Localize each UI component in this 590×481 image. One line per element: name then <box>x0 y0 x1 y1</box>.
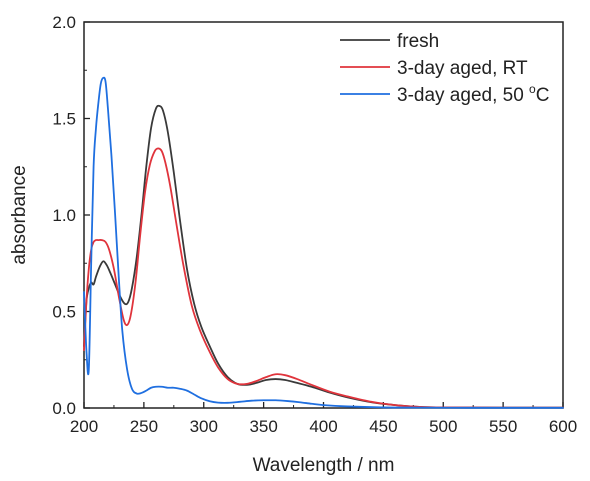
x-tick-label: 450 <box>369 417 397 436</box>
series-line-2 <box>83 147 564 409</box>
y-tick-label: 1.0 <box>52 206 76 225</box>
legend-label-3: 3-day aged, 50 oC <box>397 82 549 106</box>
x-tick-label: 250 <box>130 417 158 436</box>
y-tick-label: 1.5 <box>52 110 76 129</box>
plot-area <box>83 21 564 409</box>
x-axis-title: Wavelength / nm <box>253 455 395 476</box>
series-line-1 <box>83 104 564 409</box>
axis-ticks: 200 250 300 350 400 450 500 550 600 0.0 0.5 1.0 1.5 2… <box>52 13 577 436</box>
x-tick-label: 600 <box>549 417 577 436</box>
series-line-3 <box>83 76 564 409</box>
y-axis-title: absorbance <box>9 165 30 264</box>
y-tick-label: 0.5 <box>52 303 76 322</box>
x-tick-label: 350 <box>249 417 277 436</box>
plot-border <box>83 21 564 409</box>
series-layer <box>83 76 564 409</box>
x-tick-label: 550 <box>489 417 517 436</box>
legend: fresh 3-day aged, RT 3-day aged, 50 oC <box>340 31 549 106</box>
x-tick-label: 500 <box>429 417 457 436</box>
y-tick-label: 0.0 <box>52 399 76 418</box>
x-tick-label: 300 <box>190 417 218 436</box>
legend-label-2: 3-day aged, RT <box>397 58 528 79</box>
x-tick-label: 200 <box>70 417 98 436</box>
x-tick-label: 400 <box>309 417 337 436</box>
y-tick-label: 2.0 <box>52 13 76 32</box>
legend-label-1: fresh <box>397 31 439 52</box>
